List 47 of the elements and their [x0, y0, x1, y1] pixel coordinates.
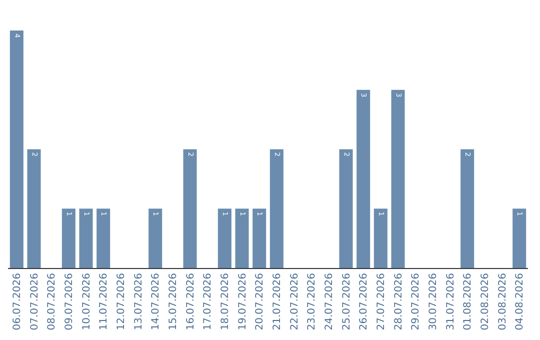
x-tick-label: 11.07.2026 — [98, 273, 110, 330]
x-tick-label: 23.07.2026 — [306, 273, 318, 330]
x-tick-label: 18.07.2026 — [220, 273, 231, 330]
bar — [339, 149, 353, 268]
x-tick-label: 09.07.2026 — [64, 273, 75, 330]
x-tick-label: 17.07.2026 — [202, 273, 214, 330]
x-tick-label: 14.07.2026 — [150, 273, 162, 330]
bar — [512, 208, 526, 268]
x-tick-label: 01.08.2026 — [462, 273, 474, 330]
bar — [356, 90, 370, 268]
bar — [391, 90, 405, 268]
x-tick-label: 07.07.2026 — [29, 273, 40, 330]
bar — [460, 149, 474, 268]
x-tick-label: 28.07.2026 — [393, 273, 404, 330]
x-tick-label: 19.07.2026 — [237, 273, 248, 330]
bar — [235, 208, 249, 268]
x-tick-label: 27.07.2026 — [376, 273, 387, 330]
x-tick-label: 08.07.2026 — [46, 273, 58, 330]
bar — [183, 149, 197, 268]
x-tick-label: 15.07.2026 — [168, 273, 179, 330]
x-tick-label: 30.07.2026 — [428, 273, 439, 330]
bar — [10, 30, 24, 268]
bar — [218, 208, 232, 268]
bar — [79, 208, 93, 268]
bar — [270, 149, 284, 268]
x-tick-label: 04.08.2026 — [514, 273, 526, 330]
x-tick-label: 20.07.2026 — [254, 273, 266, 330]
x-tick-label: 21.07.2026 — [272, 273, 283, 330]
x-tick-label: 25.07.2026 — [341, 273, 352, 330]
x-tick-label: 31.07.2026 — [445, 273, 456, 330]
bar — [62, 208, 76, 268]
x-tick-label: 06.07.2026 — [12, 273, 23, 330]
bar — [27, 149, 41, 268]
bar — [148, 208, 162, 268]
x-tick-label: 22.07.2026 — [289, 273, 300, 330]
x-tick-label: 26.07.2026 — [358, 273, 370, 330]
x-tick-label: 16.07.2026 — [185, 273, 196, 330]
x-tick-label: 13.07.2026 — [133, 273, 144, 330]
bar — [252, 208, 266, 268]
bar — [96, 208, 110, 268]
bar — [374, 208, 388, 268]
x-tick-label: 02.08.2026 — [480, 273, 491, 330]
x-tick-label: 12.07.2026 — [116, 273, 127, 330]
x-tick-label: 29.07.2026 — [410, 273, 422, 330]
x-tick-label: 10.07.2026 — [81, 273, 92, 330]
x-tick-label: 03.08.2026 — [497, 273, 508, 330]
x-tick-label: 24.07.2026 — [324, 273, 335, 330]
